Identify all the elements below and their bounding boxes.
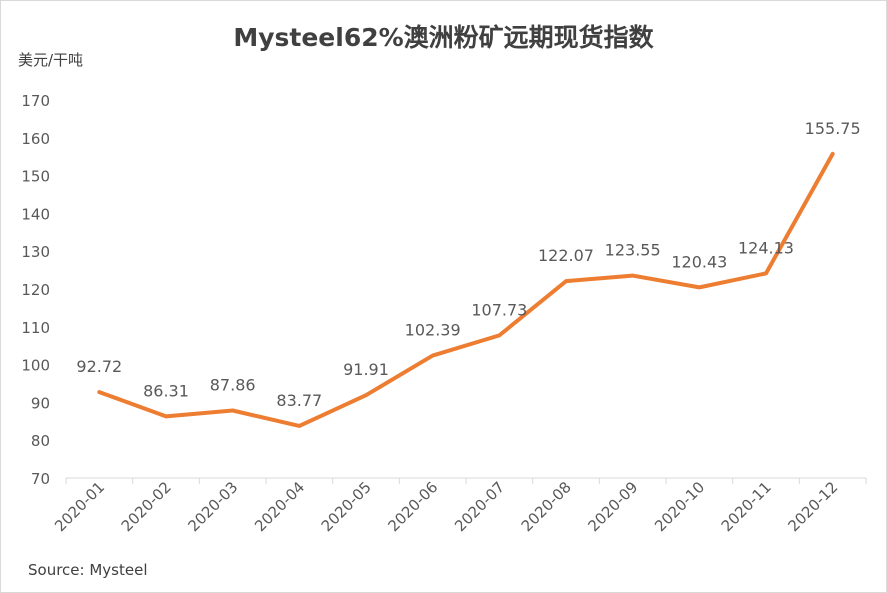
y-tick-label: 120 (21, 281, 50, 299)
data-label: 83.77 (276, 391, 322, 410)
x-tick-label: 2020-04 (251, 478, 308, 535)
y-tick-label: 90 (31, 394, 50, 412)
x-tick-label: 2020-01 (51, 478, 108, 535)
y-tick-label: 140 (21, 205, 50, 223)
data-label: 91.91 (343, 360, 389, 379)
x-tick-label: 2020-05 (318, 478, 375, 535)
chart-title: Mysteel62%澳洲粉矿远期现货指数 (233, 23, 654, 52)
data-label: 86.31 (143, 381, 189, 400)
series-line (97, 151, 835, 428)
y-tick-label: 130 (21, 243, 50, 261)
x-axis-tickmarks (65, 478, 867, 484)
source-note: Source: Mysteel (28, 561, 148, 579)
y-tick-label: 170 (21, 92, 50, 110)
x-tick-label: 2020-02 (118, 478, 175, 535)
x-tick-label: 2020-12 (784, 478, 841, 535)
x-axis: 2020-01 2020-02 2020-03 2020-04 2020-05 2020-… (51, 478, 841, 535)
y-tick-label: 150 (21, 168, 50, 186)
data-label: 124.13 (738, 238, 794, 257)
data-label: 155.75 (805, 119, 861, 138)
y-tick-label: 80 (31, 432, 50, 450)
data-label: 107.73 (471, 300, 527, 319)
y-tick-label: 100 (21, 357, 50, 375)
x-tick-label: 2020-10 (651, 478, 708, 535)
x-tick-label: 2020-03 (184, 478, 241, 535)
x-tick-label: 2020-07 (451, 478, 508, 535)
data-labels: 92.72 86.31 87.86 83.77 91.91 102.39 107.73 122… (76, 119, 860, 410)
y-axis: 70 80 90 100 110 120 130 140 150 160 170 (21, 92, 50, 488)
y-tick-label: 160 (21, 130, 50, 148)
y-tick-label: 110 (21, 319, 50, 337)
x-tick-label: 2020-06 (384, 478, 441, 535)
data-label: 92.72 (76, 357, 122, 376)
x-tick-label: 2020-11 (718, 478, 775, 535)
data-label: 123.55 (605, 241, 661, 260)
data-label: 102.39 (405, 321, 461, 340)
data-label: 87.86 (210, 375, 256, 394)
x-tick-label: 2020-09 (584, 478, 641, 535)
data-label: 122.07 (538, 246, 594, 265)
y-axis-unit-label: 美元/干吨 (18, 51, 84, 69)
data-label: 120.43 (671, 252, 727, 271)
x-tick-label: 2020-08 (518, 478, 575, 535)
y-tick-label: 70 (31, 470, 50, 488)
